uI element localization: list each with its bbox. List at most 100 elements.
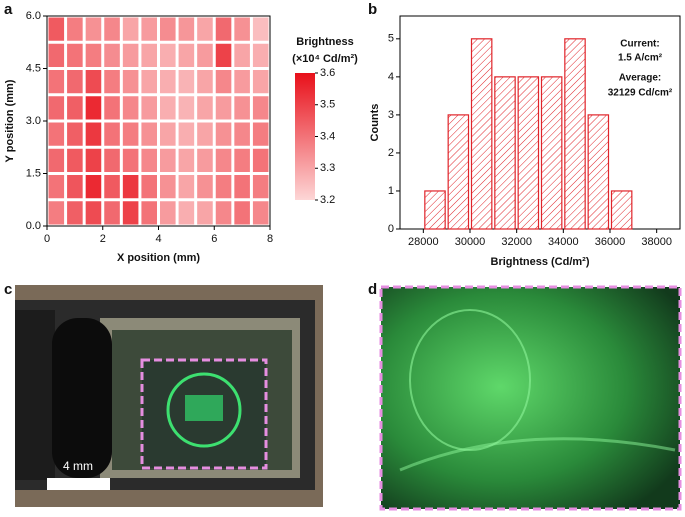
heatmap-cell xyxy=(234,96,250,120)
heatmap-cell xyxy=(160,148,176,172)
colorbar-tick-label: 3.5 xyxy=(320,99,335,111)
photo-device xyxy=(15,285,323,507)
heatmap-cell xyxy=(178,70,195,94)
axes-frame xyxy=(399,15,681,230)
heatmap-cell xyxy=(252,17,269,41)
heatmap-cell xyxy=(141,43,157,67)
y-tick-label: 5 xyxy=(388,33,394,45)
heatmap-cell xyxy=(197,17,213,41)
heatmap-cell xyxy=(197,70,213,94)
panel-label: b xyxy=(368,1,377,18)
heatmap-cell xyxy=(252,96,269,120)
heatmap-cell xyxy=(48,201,65,225)
heatmap-cell xyxy=(67,122,83,146)
y-tick-label: 3 xyxy=(388,109,394,121)
heatmap-cell xyxy=(104,122,120,146)
heatmap-cell xyxy=(160,17,176,41)
heatmap-cell xyxy=(104,96,120,120)
heatmap-cell xyxy=(122,201,139,225)
x-axis-title: Brightness (Cd/m²) xyxy=(491,256,590,268)
heatmap-cell xyxy=(160,43,176,67)
heatmap-cell xyxy=(122,70,139,94)
heatmap-cell xyxy=(215,70,232,94)
heatmap-cell xyxy=(85,148,102,172)
colorbar xyxy=(295,73,315,200)
annotation: Current: xyxy=(620,39,659,50)
y-tick-label: 4.5 xyxy=(26,62,41,74)
histogram-bar xyxy=(564,38,586,230)
heatmap-cell xyxy=(104,70,120,94)
heatmap-cell xyxy=(104,201,120,225)
histogram-bar xyxy=(447,114,470,230)
colorbar-title: Brightness xyxy=(296,36,353,48)
heatmap-cell xyxy=(197,43,213,67)
heatmap-cell xyxy=(178,43,195,67)
y-tick-label: 3.0 xyxy=(26,115,41,127)
heatmap-cell xyxy=(48,175,65,199)
heatmap-cell xyxy=(160,122,176,146)
heatmap-bg xyxy=(47,16,270,226)
heatmap-cell xyxy=(141,175,157,199)
heatmap-cell xyxy=(67,201,83,225)
colorbar-tick-label: 3.2 xyxy=(320,194,335,206)
x-tick-label: 32000 xyxy=(501,236,532,248)
histogram-bar xyxy=(517,76,540,230)
y-tick-label: 6.0 xyxy=(26,10,41,22)
heatmap-cell xyxy=(48,122,65,146)
histogram-bar xyxy=(540,76,563,230)
scale-bar-label: 4 mm xyxy=(63,459,93,473)
heatmap-cell xyxy=(67,43,83,67)
heatmap-cell xyxy=(104,17,120,41)
heatmap-cell xyxy=(160,175,176,199)
x-tick-label: 6 xyxy=(211,233,217,245)
colorbar-unit: (×10⁴ Cd/m²) xyxy=(292,53,358,65)
heatmap-cell xyxy=(215,122,232,146)
heatmap-cell xyxy=(48,17,65,41)
heatmap-cell xyxy=(104,148,120,172)
heatmap-cell xyxy=(234,148,250,172)
heatmap-cell xyxy=(141,70,157,94)
heatmap-cell xyxy=(178,148,195,172)
heatmap-cell xyxy=(85,70,102,94)
heatmap-cell xyxy=(85,43,102,67)
y-axis-title: Y position (mm) xyxy=(4,79,16,162)
heatmap-cell xyxy=(197,122,213,146)
heatmap-cell xyxy=(122,43,139,67)
y-tick-label: 1.5 xyxy=(26,167,41,179)
heatmap-cell xyxy=(160,201,176,225)
heatmap-cell xyxy=(234,43,250,67)
heatmap-cell xyxy=(215,17,232,41)
histogram-bar xyxy=(610,190,633,230)
heatmap-cell xyxy=(178,201,195,225)
heatmap-cell xyxy=(48,43,65,67)
heatmap-cell xyxy=(234,17,250,41)
histogram-bar xyxy=(587,114,610,230)
x-tick-label: 0 xyxy=(44,233,50,245)
histogram-bar xyxy=(470,38,493,230)
heatmap-cell xyxy=(197,175,213,199)
x-tick-label: 34000 xyxy=(548,236,579,248)
x-tick-label: 2 xyxy=(100,233,106,245)
x-tick-label: 4 xyxy=(155,233,161,245)
y-tick-label: 1 xyxy=(388,185,394,197)
x-tick-label: 38000 xyxy=(641,236,672,248)
heatmap-cell xyxy=(178,175,195,199)
heatmap-cell xyxy=(122,17,139,41)
heatmap-cell xyxy=(141,96,157,120)
panel-label: a xyxy=(4,1,13,18)
annotation: 32129 Cd/cm² xyxy=(608,88,673,99)
heatmap-cell xyxy=(160,96,176,120)
heatmap-cell xyxy=(178,17,195,41)
heatmap-cell xyxy=(234,70,250,94)
histogram-bar xyxy=(424,190,446,230)
heatmap-cell xyxy=(67,17,83,41)
heatmap-cell xyxy=(215,96,232,120)
colorbar-tick-label: 3.6 xyxy=(320,67,335,79)
heatmap-cell xyxy=(252,43,269,67)
heatmap-cell xyxy=(197,148,213,172)
x-axis-title: X position (mm) xyxy=(117,252,200,264)
heatmap-cell xyxy=(141,201,157,225)
heatmap-cell xyxy=(85,175,102,199)
heatmap-cell xyxy=(85,17,102,41)
heatmap-cell xyxy=(252,122,269,146)
